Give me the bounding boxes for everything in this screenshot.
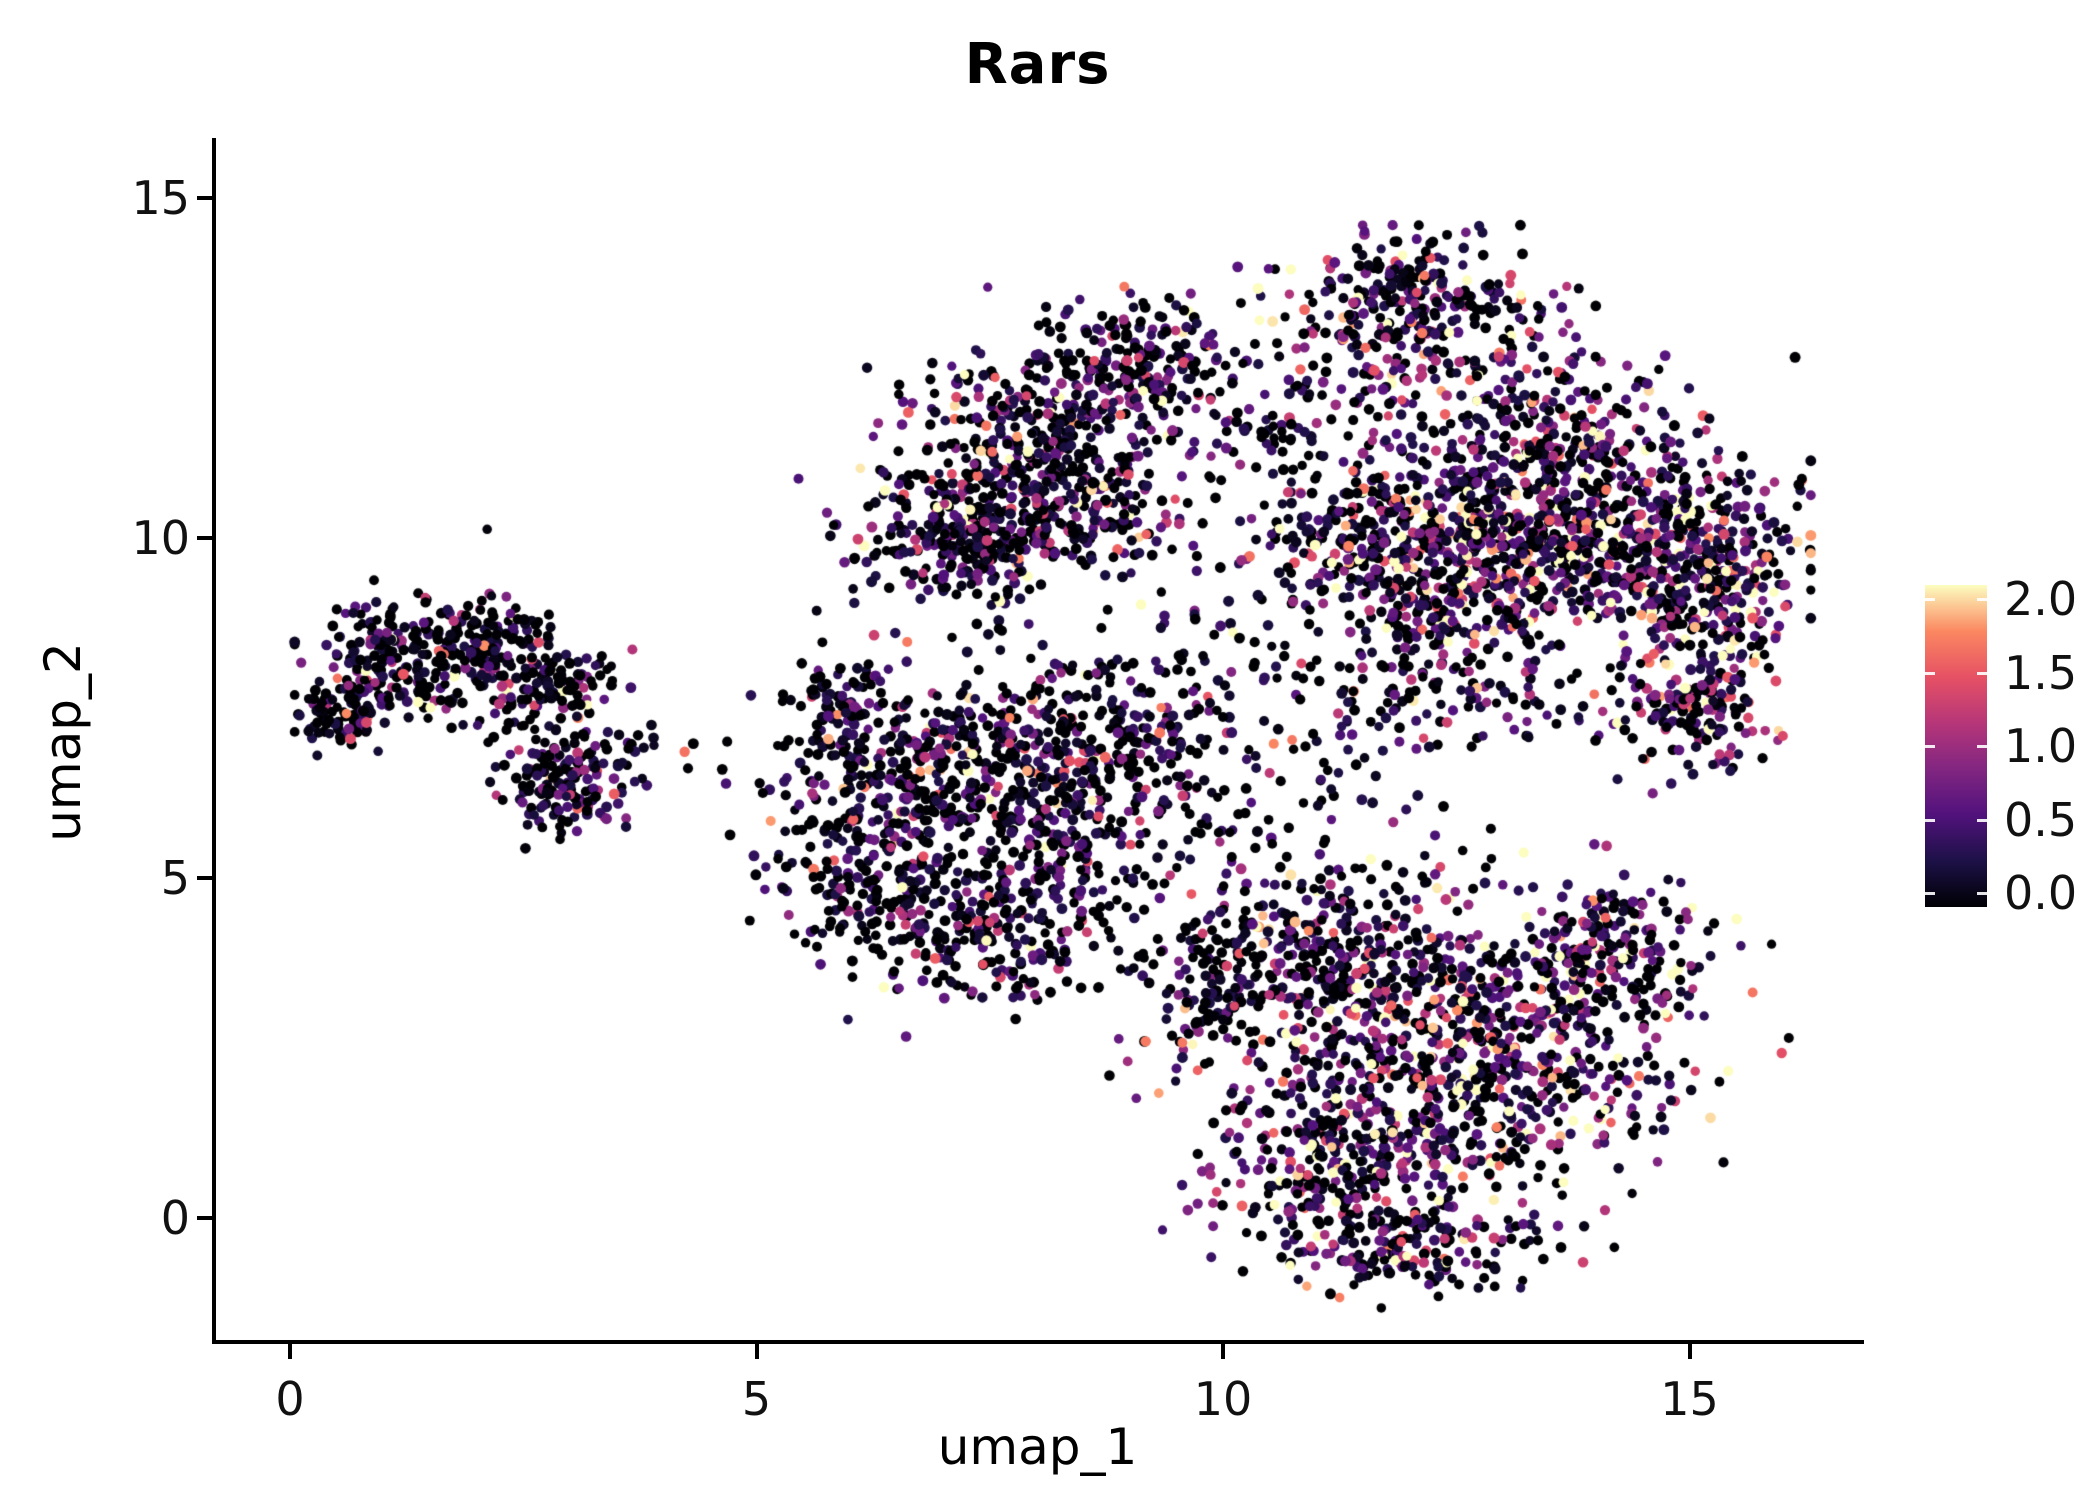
x-tick-label: 10	[1193, 1372, 1253, 1426]
colorbar-tick-label: 2.0	[2004, 572, 2078, 626]
x-tick-mark	[288, 1344, 292, 1359]
x-axis-line	[212, 1340, 1864, 1344]
colorbar-tick-label: 1.0	[2004, 719, 2078, 773]
colorbar-tick-mark	[1925, 671, 1935, 675]
x-tick-label: 0	[275, 1372, 305, 1426]
colorbar-tick-label: 0.5	[2004, 792, 2078, 847]
colorbar-tick-mark	[1925, 598, 1935, 601]
y-tick-mark	[197, 196, 212, 200]
y-tick-mark	[197, 876, 212, 880]
colorbar-tick-mark	[1977, 818, 1987, 822]
colorbar-tick-mark	[1977, 671, 1987, 675]
colorbar-tick-mark	[1925, 745, 1935, 748]
y-tick-label: 0	[160, 1191, 190, 1245]
x-tick-label: 15	[1660, 1372, 1719, 1426]
x-tick-mark	[1687, 1344, 1692, 1359]
colorbar-tick-mark	[1977, 598, 1987, 601]
y-tick-mark	[197, 536, 212, 540]
y-tick-label: 15	[131, 171, 190, 225]
colorbar-tick-label: 1.5	[2004, 645, 2078, 700]
colorbar-tick-label: 0.0	[2004, 866, 2078, 920]
x-tick-label: 5	[741, 1372, 772, 1426]
chart-title: Rars	[964, 32, 1111, 97]
colorbar-tick-mark	[1977, 745, 1987, 748]
colorbar-tick-mark	[1925, 892, 1935, 895]
colorbar-tick-mark	[1977, 892, 1987, 895]
colorbar-tick-mark	[1925, 818, 1935, 822]
x-tick-mark	[1221, 1344, 1225, 1359]
x-tick-mark	[754, 1344, 759, 1359]
colorbar-gradient	[1925, 585, 1987, 907]
y-axis-title: umap_2	[34, 642, 92, 842]
y-tick-label: 10	[131, 511, 190, 565]
x-axis-title: umap_1	[937, 1418, 1138, 1476]
y-tick-label: 5	[160, 851, 190, 905]
y-axis-line	[212, 138, 216, 1344]
y-tick-mark	[197, 1216, 212, 1220]
